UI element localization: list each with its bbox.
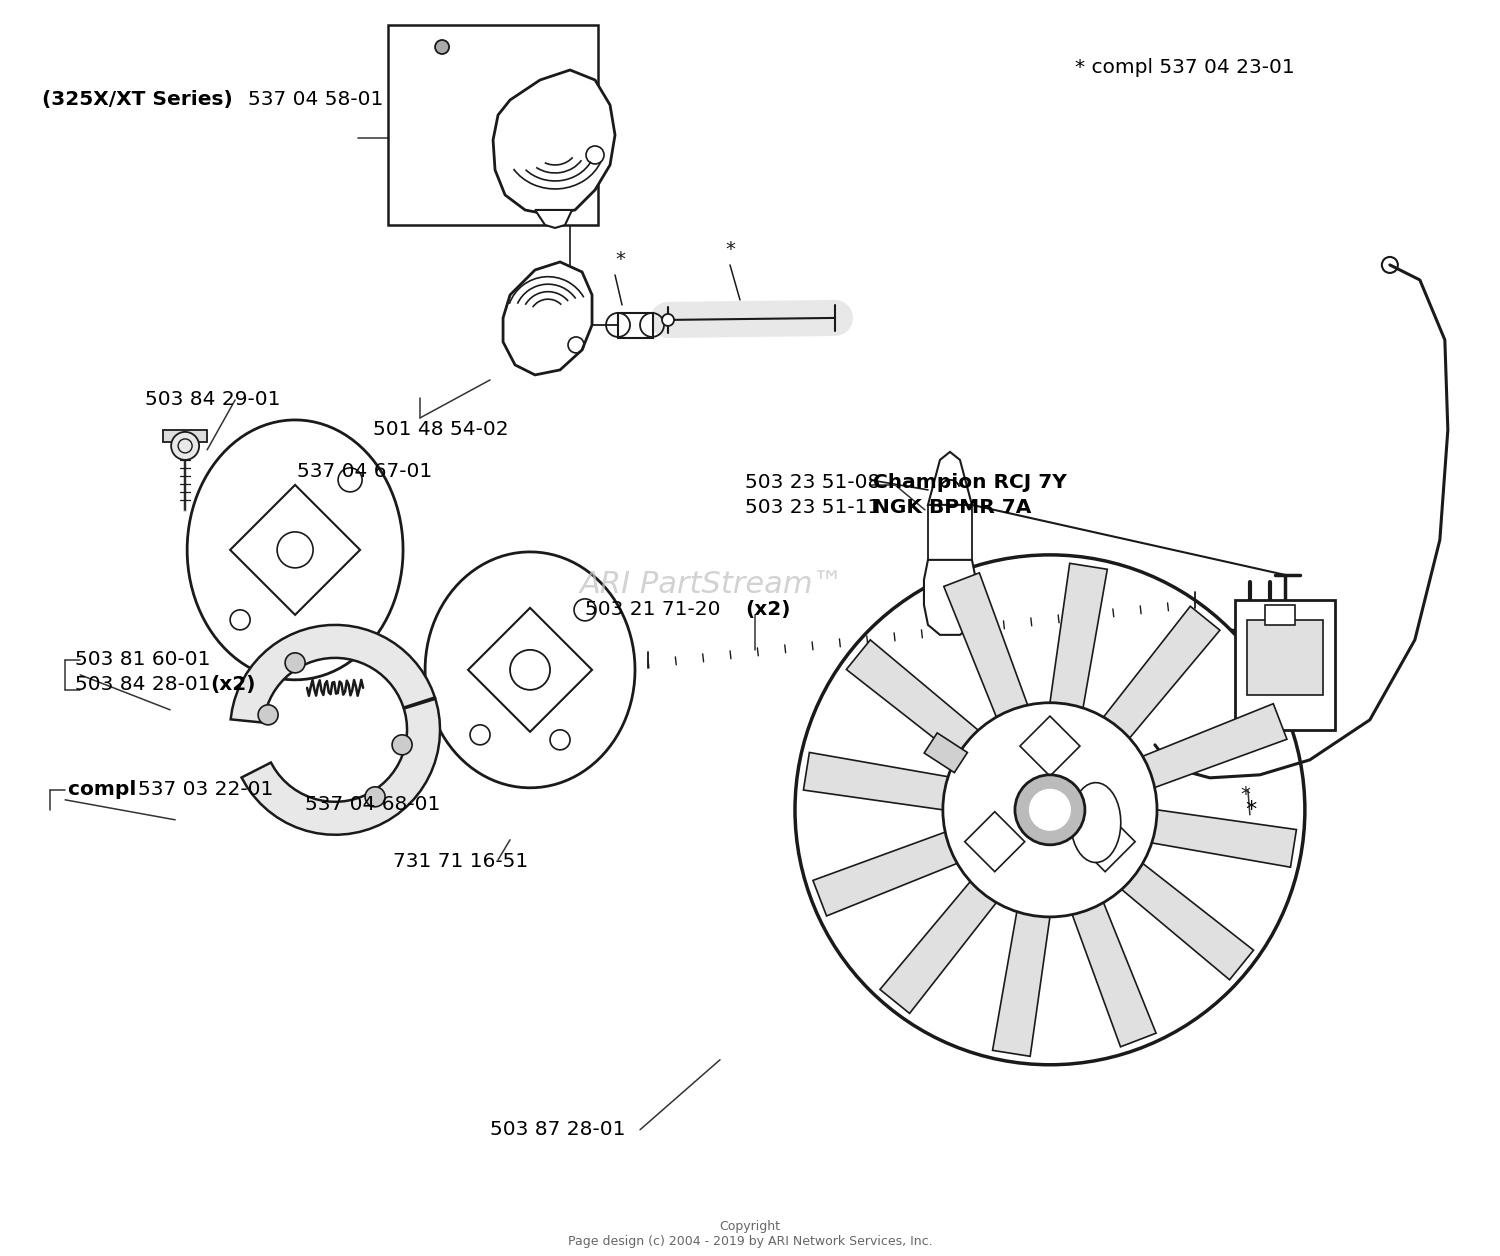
- Bar: [1234, 600, 1335, 730]
- Text: (325X/XT Series): (325X/XT Series): [42, 90, 232, 109]
- Polygon shape: [1122, 863, 1254, 980]
- Text: 503 23 51-11: 503 23 51-11: [746, 497, 886, 517]
- Text: *: *: [1240, 785, 1250, 804]
- Circle shape: [435, 40, 448, 54]
- Polygon shape: [1152, 810, 1296, 867]
- Polygon shape: [924, 560, 976, 634]
- Text: 503 87 28-01: 503 87 28-01: [490, 1120, 626, 1139]
- Text: 503 21 71-20: 503 21 71-20: [585, 600, 728, 619]
- Text: 537 04 68-01: 537 04 68-01: [304, 795, 441, 814]
- Polygon shape: [188, 420, 404, 679]
- Polygon shape: [1076, 811, 1136, 872]
- Circle shape: [1030, 790, 1069, 830]
- Polygon shape: [1020, 716, 1080, 776]
- Polygon shape: [1072, 903, 1156, 1046]
- Text: 503 23 51-08: 503 23 51-08: [746, 474, 886, 492]
- Text: 501 48 54-02: 501 48 54-02: [374, 420, 508, 438]
- Circle shape: [285, 653, 304, 673]
- Circle shape: [662, 314, 674, 325]
- Text: 537 03 22-01: 537 03 22-01: [138, 780, 273, 799]
- Circle shape: [364, 786, 386, 806]
- Bar: [924, 734, 968, 772]
- Polygon shape: [928, 452, 972, 505]
- Polygon shape: [231, 625, 435, 722]
- Text: *: *: [724, 240, 735, 259]
- Circle shape: [1016, 775, 1084, 845]
- Text: (x2): (x2): [746, 600, 790, 619]
- Text: 503 84 29-01: 503 84 29-01: [146, 389, 280, 409]
- Polygon shape: [813, 831, 957, 916]
- Polygon shape: [230, 485, 360, 615]
- Text: 537 04 67-01: 537 04 67-01: [297, 462, 432, 481]
- Bar: [388, 25, 598, 225]
- Text: NGK BPMR 7A: NGK BPMR 7A: [873, 497, 1032, 517]
- Polygon shape: [993, 912, 1050, 1056]
- Text: Champion RCJ 7Y: Champion RCJ 7Y: [873, 474, 1066, 492]
- Polygon shape: [1050, 563, 1107, 708]
- Bar: [1264, 605, 1294, 625]
- Polygon shape: [1143, 703, 1287, 788]
- Polygon shape: [944, 573, 1028, 717]
- Polygon shape: [964, 811, 1024, 872]
- Circle shape: [944, 703, 1156, 917]
- Bar: [1246, 620, 1323, 695]
- Circle shape: [171, 432, 200, 460]
- Circle shape: [258, 705, 278, 725]
- Text: compl: compl: [68, 780, 144, 799]
- Polygon shape: [880, 882, 996, 1014]
- Polygon shape: [503, 263, 592, 376]
- Text: 503 81 60-01: 503 81 60-01: [75, 649, 210, 669]
- Polygon shape: [468, 608, 592, 732]
- Polygon shape: [536, 210, 572, 227]
- Polygon shape: [242, 698, 440, 835]
- Text: * compl 537 04 23-01: * compl 537 04 23-01: [1076, 58, 1294, 77]
- Polygon shape: [164, 430, 207, 442]
- Polygon shape: [424, 551, 634, 788]
- Circle shape: [392, 735, 412, 755]
- Polygon shape: [804, 752, 948, 810]
- Bar: [618, 313, 652, 338]
- Text: 503 84 28-01: 503 84 28-01: [75, 674, 217, 693]
- Text: 731 71 16-51: 731 71 16-51: [393, 852, 528, 870]
- Text: *: *: [1245, 800, 1256, 820]
- Text: 537 04 58-01: 537 04 58-01: [248, 90, 384, 109]
- Text: Copyright
Page design (c) 2004 - 2019 by ARI Network Services, Inc.: Copyright Page design (c) 2004 - 2019 by…: [567, 1220, 933, 1247]
- Text: (x2): (x2): [210, 674, 255, 693]
- Polygon shape: [494, 70, 615, 215]
- Polygon shape: [1104, 607, 1220, 739]
- Text: *: *: [615, 250, 626, 269]
- Polygon shape: [846, 639, 978, 756]
- Text: ARI PartStream™: ARI PartStream™: [580, 570, 844, 599]
- Circle shape: [795, 555, 1305, 1065]
- Polygon shape: [1071, 782, 1120, 863]
